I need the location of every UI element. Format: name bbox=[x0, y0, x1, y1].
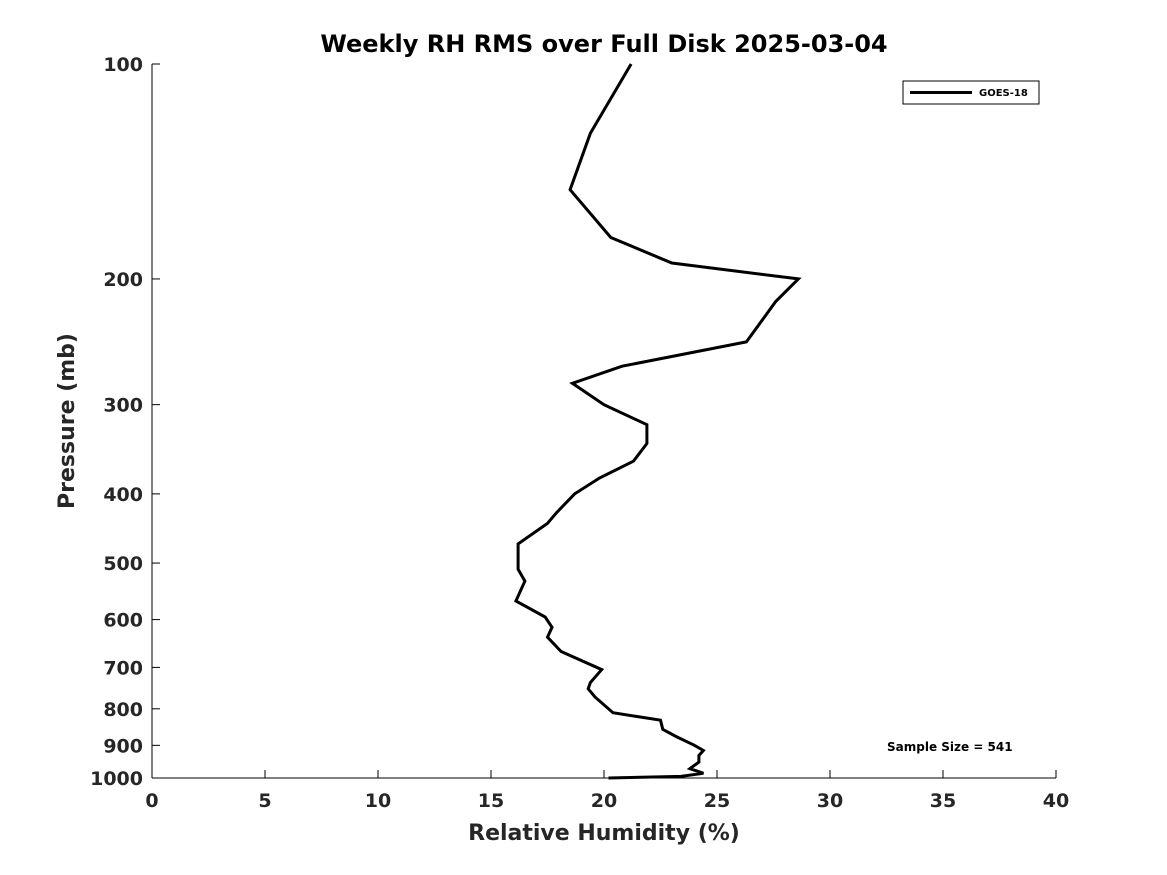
x-axis-ticks: 0 5 10 15 20 25 30 35 40 bbox=[145, 770, 1069, 812]
x-tick-label: 35 bbox=[930, 790, 956, 812]
y-tick-label: 100 bbox=[103, 54, 143, 76]
y-tick-label: 500 bbox=[103, 553, 143, 575]
y-axis-label: Pressure (mb) bbox=[55, 333, 80, 509]
legend: GOES-18 bbox=[902, 80, 1040, 105]
series-line-goes-18 bbox=[513, 63, 802, 780]
legend-label-goes-18: GOES-18 bbox=[979, 88, 1028, 99]
y-tick-label: 200 bbox=[103, 269, 143, 291]
y-tick-label: 400 bbox=[103, 484, 143, 506]
x-tick-label: 15 bbox=[478, 790, 504, 812]
x-tick-label: 40 bbox=[1043, 790, 1069, 812]
axes bbox=[151, 64, 1056, 779]
y-tick-label: 600 bbox=[103, 610, 143, 632]
y-tick-label: 300 bbox=[103, 395, 143, 417]
y-tick-label: 1000 bbox=[90, 768, 143, 790]
y-tick-label: 700 bbox=[103, 657, 143, 679]
x-axis-label: Relative Humidity (%) bbox=[468, 821, 740, 846]
chart-title: Weekly RH RMS over Full Disk 2025-03-04 bbox=[320, 30, 887, 58]
x-tick-label: 30 bbox=[817, 790, 843, 812]
x-tick-label: 25 bbox=[704, 790, 730, 812]
sample-size-annotation: Sample Size = 541 bbox=[887, 740, 1013, 754]
y-tick-label: 900 bbox=[103, 735, 143, 757]
x-tick-label: 5 bbox=[258, 790, 271, 812]
x-tick-label: 10 bbox=[365, 790, 391, 812]
x-tick-label: 0 bbox=[145, 790, 158, 812]
x-tick-label: 20 bbox=[591, 790, 617, 812]
series-group bbox=[513, 63, 802, 780]
y-tick-label: 800 bbox=[103, 699, 143, 721]
y-axis-ticks: 100 200 300 400 500 600 700 800 900 1000 bbox=[90, 54, 160, 790]
